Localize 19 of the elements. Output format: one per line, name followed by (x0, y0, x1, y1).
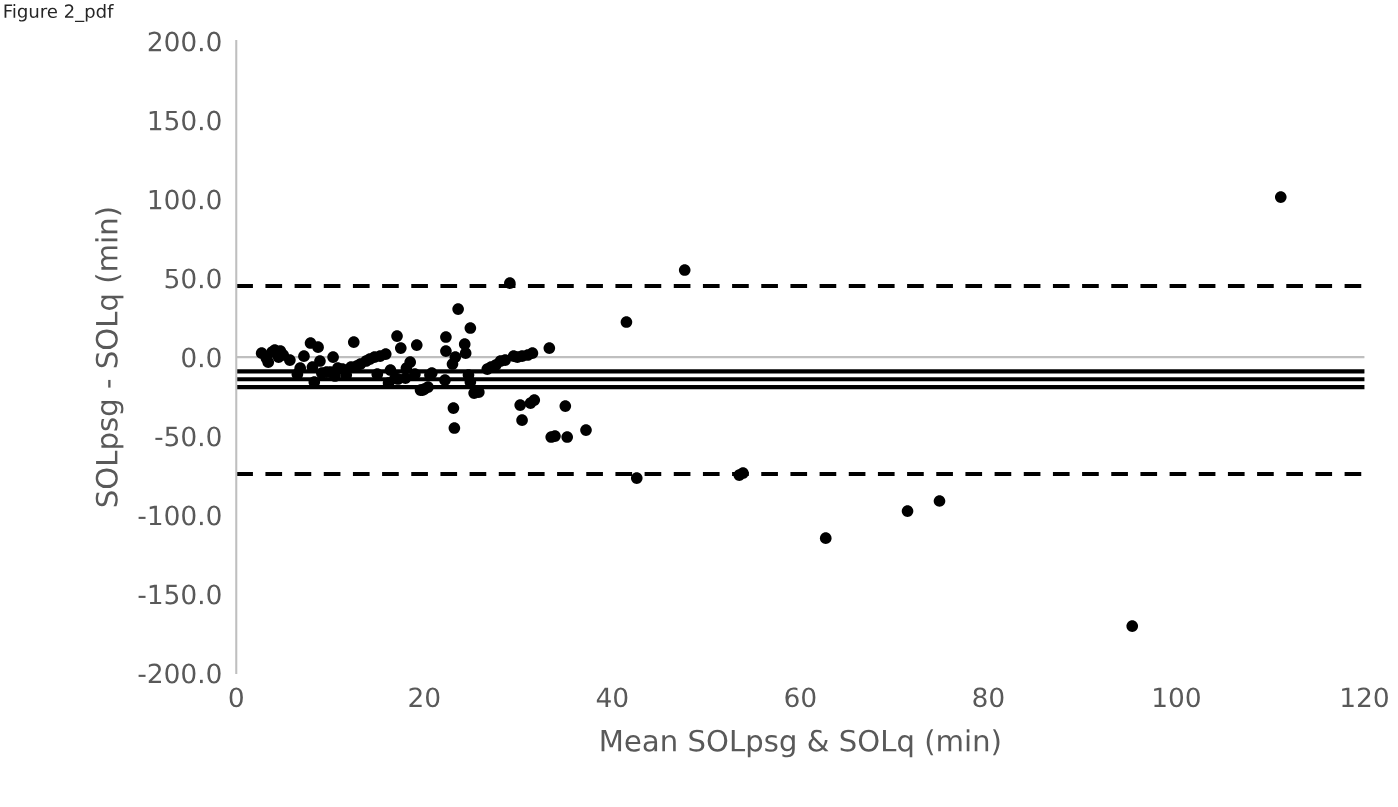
x-tick-label: 120 (1342, 687, 1388, 708)
x-tick-label: 60 (785, 687, 816, 708)
x-tick-label: 80 (973, 687, 1004, 708)
y-tick-label: 200.0 (148, 31, 221, 52)
y-tick-label: 100.0 (149, 189, 221, 210)
y-axis-title: SOLpsg - SOLq (min) (95, 208, 124, 507)
y-tick-label: 150.0 (149, 110, 221, 131)
y-tick-label: 0.0 (182, 347, 221, 368)
y-tick-label: 50.0 (165, 268, 221, 289)
x-axis-title: Mean SOLpsg & SOLq (min) (601, 729, 1000, 758)
y-tick-label: -200.0 (138, 663, 221, 684)
y-tick-label: -100.0 (138, 505, 221, 526)
y-tick-label: -50.0 (155, 426, 221, 447)
text: Figure 2_pdf (4, 4, 114, 23)
y-tick-label: -150.0 (138, 584, 221, 605)
x-tick-label: 20 (409, 687, 440, 708)
x-tick-label: 100 (1154, 687, 1200, 708)
x-tick-label: 0 (229, 687, 243, 708)
x-tick-label: 40 (596, 687, 628, 708)
